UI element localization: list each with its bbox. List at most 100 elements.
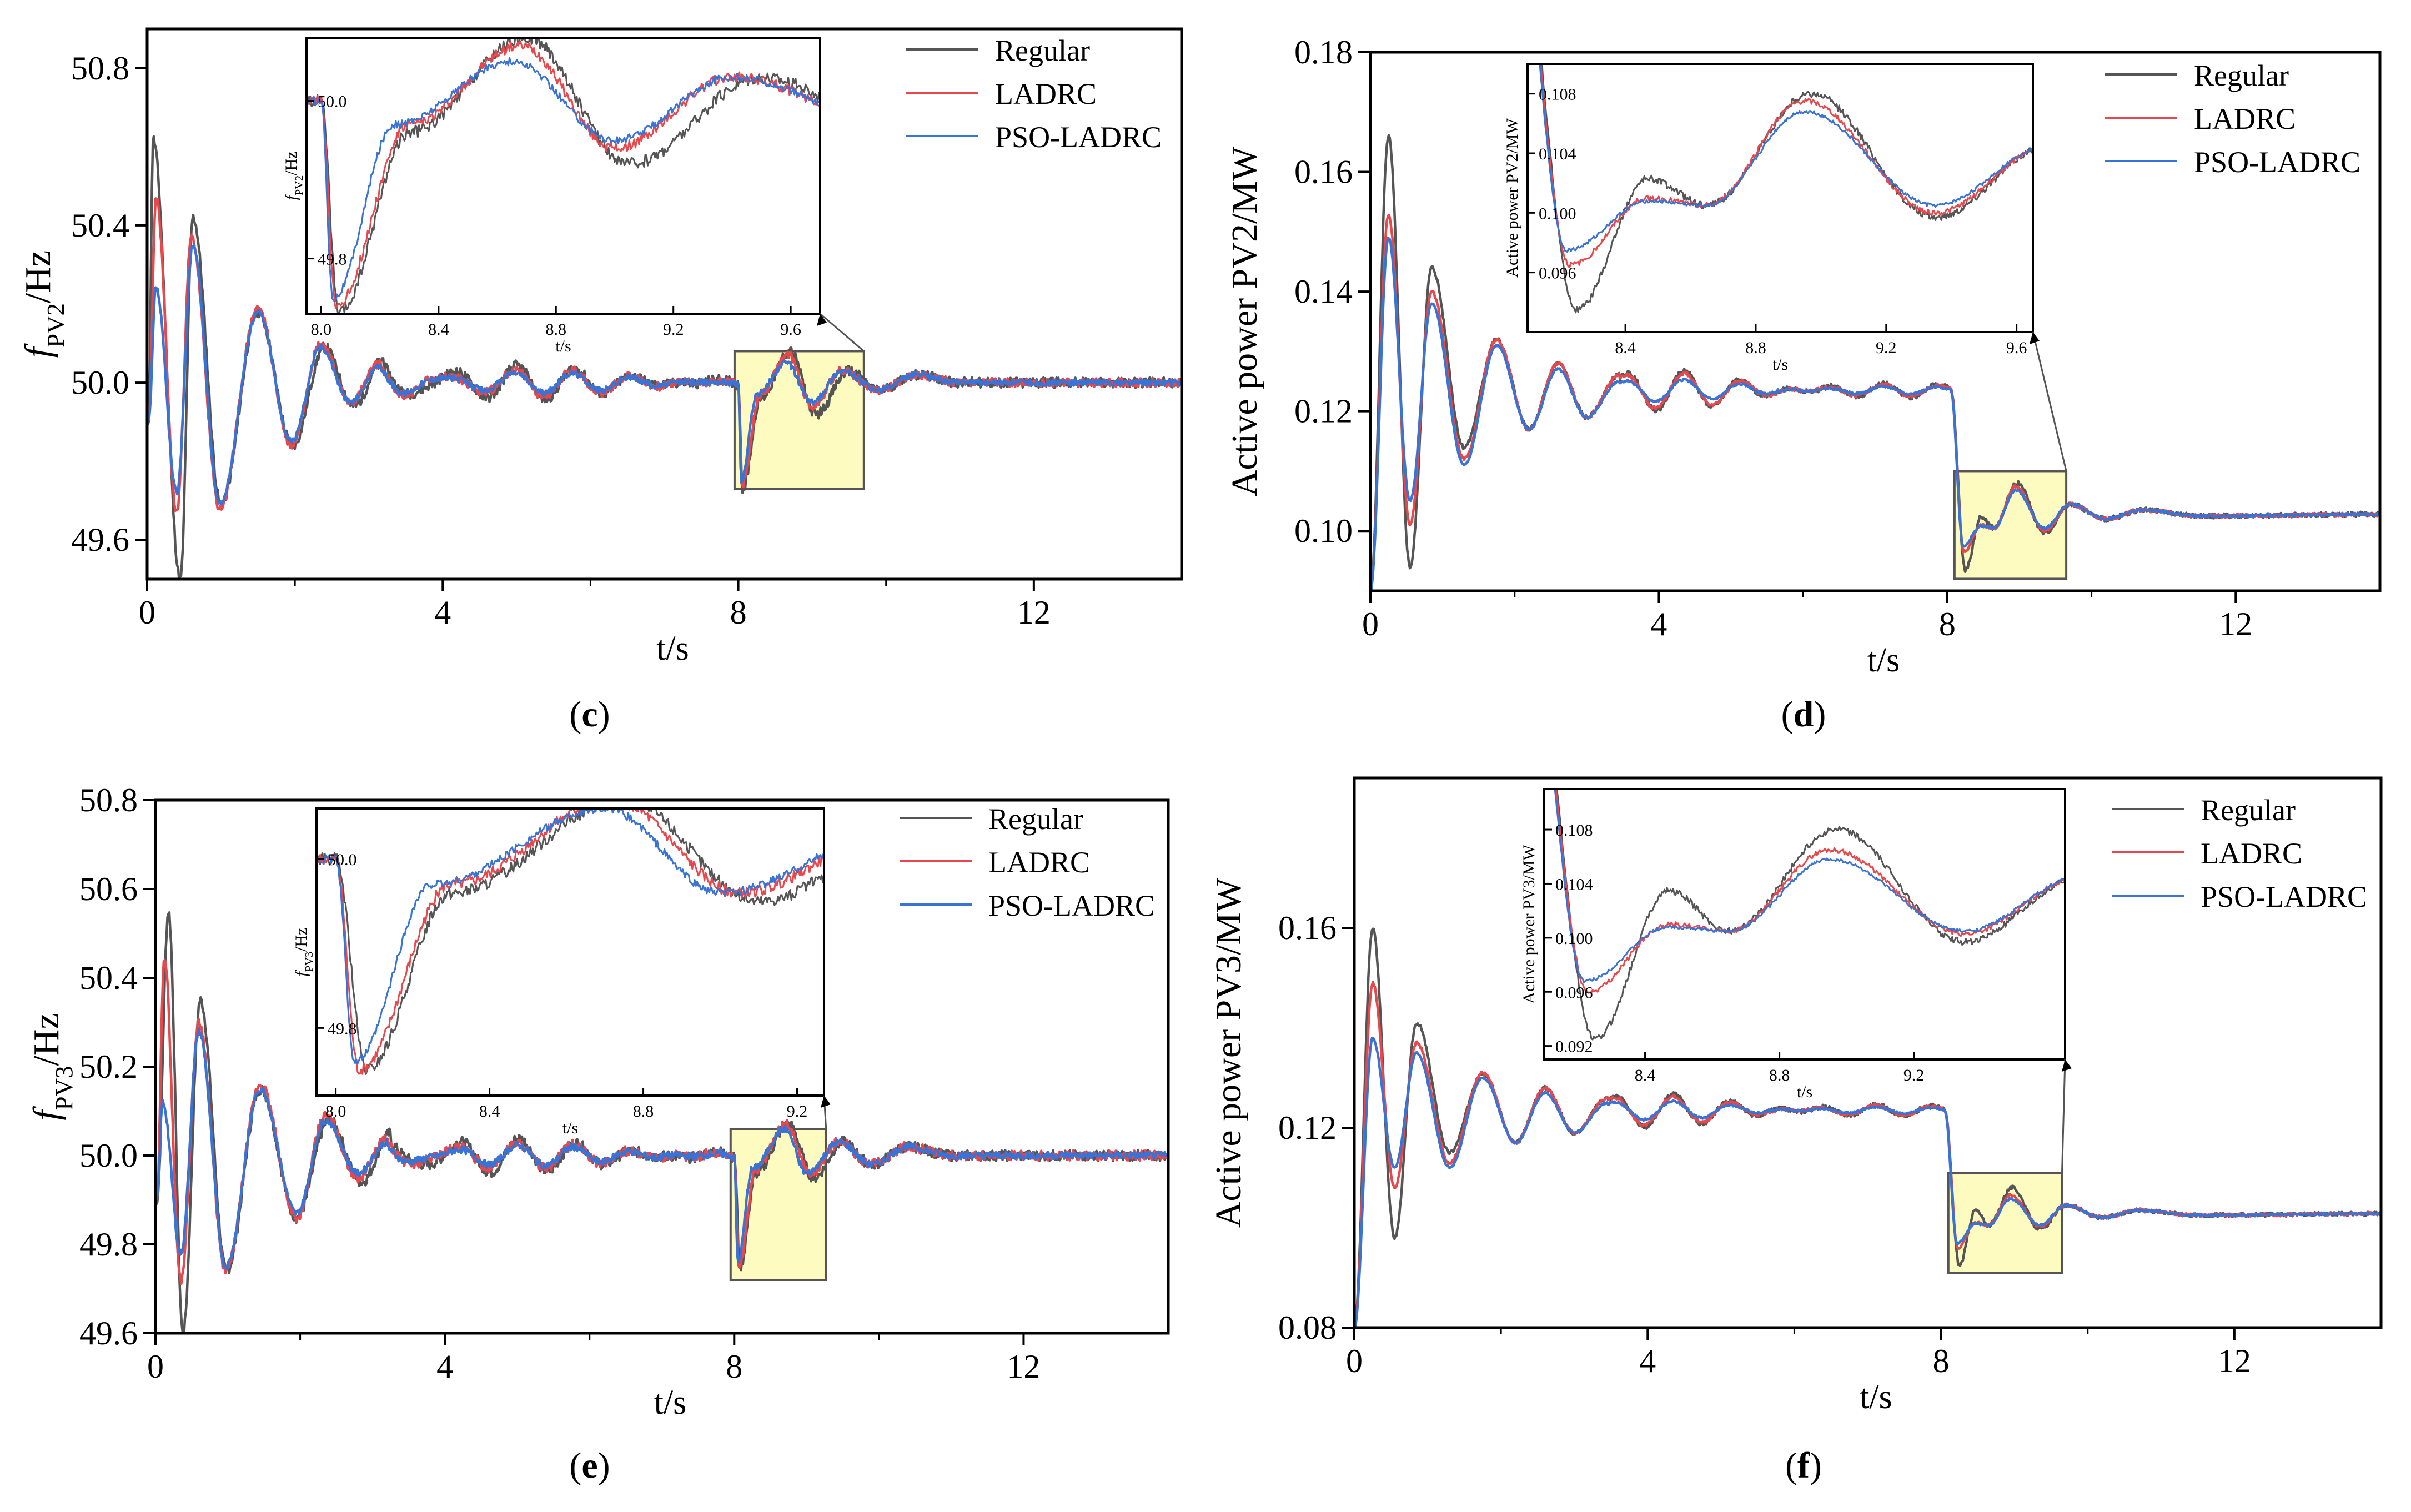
x-tick-label: 4 [1639, 1343, 1656, 1379]
inset-x-tick-label: 8.8 [633, 1102, 654, 1121]
y-tick-label: 0.14 [1294, 273, 1353, 310]
inset-x-tick-label: 9.6 [2006, 339, 2027, 357]
x-tick-label: 8 [726, 1348, 742, 1385]
inset-y-tick-label: 0.096 [1539, 264, 1576, 283]
legend-label-regular: Regular [988, 802, 1083, 836]
inset-y-tick-label: 0.104 [1539, 145, 1576, 163]
x-axis-label: t/s [1860, 1378, 1892, 1416]
zoom-connector [2032, 331, 2067, 471]
inset-series-line-pso-ladrc [317, 808, 824, 1065]
legend-label-ladrc: LADRC [2201, 837, 2302, 870]
x-tick-label: 8 [730, 594, 747, 631]
y-axis-label-rest: /Hz [26, 1013, 67, 1066]
x-tick-label: 8 [1933, 1343, 1950, 1379]
panel-label-letter: f [1797, 1445, 1810, 1486]
inset-y-tick-label: 0.100 [1555, 930, 1593, 948]
inset-background [315, 807, 825, 1097]
panel-f: 0 4 8 12 0.08 0.12 0.16 t/s Active power PV3/MW R… [1206, 756, 2411, 1512]
plot-frame [1353, 776, 2383, 1329]
panel-label-open: ( [1781, 694, 1794, 735]
panel-label-letter: e [581, 1445, 597, 1486]
inset-x-tick-label: 9.2 [1903, 1066, 1925, 1084]
inset-x-tick-label: 8.4 [1635, 1066, 1656, 1084]
x-tick-label: 12 [2218, 1343, 2251, 1379]
inset-x-tick-label: 9.6 [780, 320, 801, 339]
legend-label-ladrc: LADRC [988, 846, 1090, 879]
y-axis-label: Active power PV2/MW [1224, 146, 1265, 496]
panel-label-open: ( [569, 1445, 581, 1486]
panel-label-close: ) [598, 1445, 610, 1486]
inset-y-axis-label-sub: PV3 [303, 952, 315, 972]
panel-label: (e) [569, 1445, 610, 1486]
inset-series-line-pso-ladrc [1539, 64, 2033, 253]
panel-label: (c) [569, 694, 610, 735]
inset-series-line-pso-ladrc [1554, 789, 2065, 983]
x-tick-label: 12 [1017, 594, 1051, 631]
panel-label: (f) [1785, 1445, 1822, 1486]
zoom-connector-arrow [821, 1096, 831, 1108]
chart-e: 0 4 8 12 49.6 49.8 50.0 50.2 50.4 50.6 50.8 t/s fPV3… [26, 782, 1170, 1486]
inset-background [1543, 788, 2066, 1061]
inset-frame [1526, 63, 2034, 333]
legend-label-pso-ladrc: PSO-LADRC [988, 889, 1155, 922]
panel-e: 0 4 8 12 49.6 49.8 50.0 50.2 50.4 50.6 50.8 t/s fPV3… [0, 756, 1206, 1512]
panel-label-close: ) [1810, 1445, 1822, 1486]
y-tick-label: 50.4 [79, 960, 138, 996]
x-axis-label: t/s [654, 1384, 687, 1421]
inset-series-line-pso-ladrc [307, 57, 820, 302]
panel-label-close: ) [1814, 694, 1826, 735]
y-tick-label: 50.8 [79, 782, 138, 818]
x-tick-label: 0 [139, 594, 155, 631]
y-axis-label-sub: PV3 [50, 1066, 78, 1111]
legend: Regular LADRC PSO-LADRC [900, 802, 1155, 922]
inset-background [1526, 63, 2034, 333]
inset-y-tick-label: 50.0 [328, 851, 357, 869]
legend-label-ladrc: LADRC [995, 77, 1097, 110]
inset-y-tick-label: 0.104 [1555, 875, 1593, 893]
inset-y-axis-label: fPV3/Hz [292, 928, 315, 977]
inset-x-tick-label: 8.8 [1769, 1066, 1790, 1084]
chart-c: 0 4 8 12 49.6 50.0 50.4 50.8 t/s fPV2/Hz Regular LA… [18, 27, 1183, 735]
y-tick-label: 49.6 [71, 521, 129, 558]
y-tick-label: 50.2 [79, 1048, 138, 1085]
inset-x-axis-label: t/s [1797, 1083, 1812, 1101]
y-tick-label: 50.0 [71, 364, 129, 401]
zoom-region [1947, 1172, 2063, 1274]
inset-frame [1543, 788, 2066, 1061]
inset-y-axis-label: fPV2/Hz [282, 152, 305, 200]
inset-y-tick-label: 50.0 [318, 93, 347, 111]
inset-y-tick-label: 49.8 [318, 250, 347, 269]
zoom-connector-arrow [2062, 1059, 2072, 1072]
inset-x-tick-label: 8.4 [1615, 339, 1636, 357]
series-line-pso-ladrc [1370, 237, 2380, 591]
inset-series-line-regular [307, 38, 820, 314]
panel-label-letter: d [1794, 694, 1814, 735]
inset-y-tick-label: 49.8 [328, 1019, 357, 1038]
x-tick-label: 0 [147, 1348, 164, 1385]
x-tick-label: 4 [434, 594, 451, 631]
inset-x-tick-label: 8.0 [325, 1102, 346, 1121]
legend-label-pso-ladrc: PSO-LADRC [2194, 145, 2360, 179]
inset-series-line-regular [1555, 789, 2065, 1041]
inset-y-axis-label: Active power PV2/MW [1503, 118, 1521, 278]
y-tick-label: 0.08 [1278, 1309, 1337, 1346]
panel-label-close: ) [598, 694, 610, 735]
y-axis-label-rest: /Hz [18, 250, 58, 303]
inset-x-tick-label: 9.2 [1876, 339, 1897, 357]
inset-y-tick-label: 0.096 [1555, 983, 1593, 1002]
y-tick-label: 0.12 [1278, 1109, 1337, 1146]
y-tick-label: 0.16 [1278, 910, 1337, 946]
x-tick-label: 8 [1939, 606, 1956, 642]
inset-x-tick-label: 8.8 [1745, 339, 1766, 357]
legend-label-regular: Regular [2194, 59, 2289, 92]
panel-label-open: ( [1785, 1445, 1797, 1486]
y-axis-label: fPV3/Hz [26, 1013, 78, 1120]
plot-frame [145, 27, 1183, 581]
inset-frame [305, 37, 821, 315]
inset-x-tick-label: 8.0 [311, 320, 332, 339]
inset-x-axis-label: t/s [562, 1119, 578, 1137]
inset-y-axis-label-sub: PV2 [293, 175, 305, 195]
inset-y-tick-label: 0.108 [1555, 821, 1593, 840]
inset-frame [315, 807, 825, 1097]
